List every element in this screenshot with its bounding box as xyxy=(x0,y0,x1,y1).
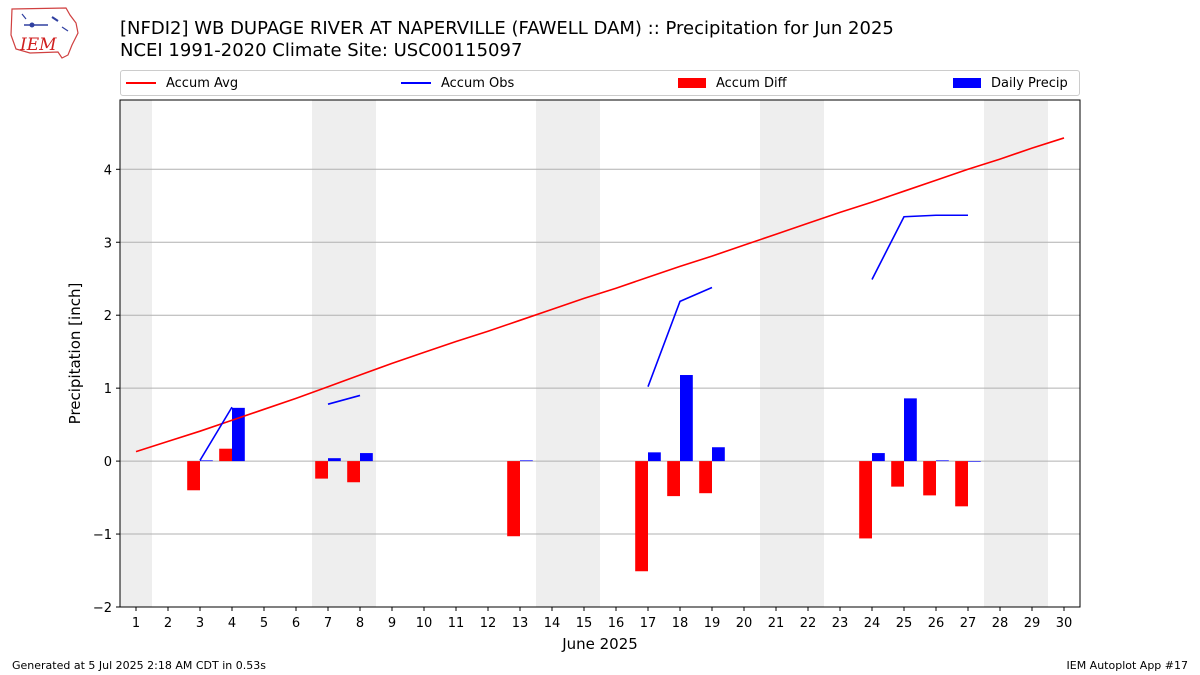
x-tick-label: 3 xyxy=(196,616,204,631)
x-tick-label: 11 xyxy=(448,616,465,631)
accum-obs-line xyxy=(199,406,233,461)
x-tick-label: 22 xyxy=(800,616,817,631)
footer-generated-text: Generated at 5 Jul 2025 2:18 AM CDT in 0… xyxy=(12,659,266,672)
accum-diff-bar xyxy=(219,448,232,462)
plot-frame xyxy=(119,99,1081,608)
legend-swatch-accum-diff xyxy=(678,78,706,88)
x-tick-label: 8 xyxy=(356,616,364,631)
daily-precip-bar xyxy=(968,461,981,462)
y-axis-label: Precipitation [inch] xyxy=(66,283,84,425)
accum-diff-bar xyxy=(507,461,520,537)
x-tick-label: 26 xyxy=(928,616,945,631)
daily-precip-bar xyxy=(936,460,949,462)
x-tick-label: 19 xyxy=(704,616,721,631)
x-tick-label: 1 xyxy=(132,616,140,631)
y-tick-label: 2 xyxy=(104,309,112,324)
weekend-shade-day-14 xyxy=(536,100,568,607)
x-tick-label: 14 xyxy=(544,616,561,631)
weekend-shade-day-29 xyxy=(1016,100,1048,607)
y-tick-label: 4 xyxy=(104,163,112,178)
daily-precip-bar xyxy=(328,458,341,462)
x-tick-label: 18 xyxy=(672,616,689,631)
x-tick-label: 17 xyxy=(640,616,657,631)
legend-item-accum-obs: Accum Obs xyxy=(401,71,514,95)
accum-diff-bar xyxy=(955,461,968,507)
y-tick-label: 0 xyxy=(104,455,112,470)
legend-label-accum-obs: Accum Obs xyxy=(441,75,515,91)
legend: Accum Avg Accum Obs Accum Diff Daily Pre… xyxy=(120,70,1080,96)
accum-avg-line xyxy=(135,137,1065,453)
daily-precip-bar xyxy=(712,447,725,462)
x-tick-label: 13 xyxy=(512,616,529,631)
legend-label-accum-avg: Accum Avg xyxy=(166,75,239,91)
accum-diff-bar xyxy=(635,461,648,572)
legend-item-daily-precip: Daily Precip xyxy=(953,71,1068,95)
x-tick-label: 4 xyxy=(228,616,236,631)
legend-label-daily-precip: Daily Precip xyxy=(991,75,1068,91)
x-axis-label: June 2025 xyxy=(561,635,638,653)
x-tick-label: 25 xyxy=(896,616,913,631)
x-tick-label: 30 xyxy=(1056,616,1073,631)
x-tick-label: 7 xyxy=(324,616,332,631)
accum-diff-bar xyxy=(347,461,360,483)
x-tick-label: 12 xyxy=(480,616,497,631)
x-tick-label: 15 xyxy=(576,616,593,631)
y-tick-label: −1 xyxy=(93,528,112,543)
title-line-1: [NFDI2] WB DUPAGE RIVER AT NAPERVILLE (F… xyxy=(120,18,894,39)
weekend-shade-day-15 xyxy=(568,100,600,607)
x-tick-label: 27 xyxy=(960,616,977,631)
x-tick-label: 29 xyxy=(1024,616,1041,631)
x-tick-label: 6 xyxy=(292,616,300,631)
weekend-shade-day-21 xyxy=(760,100,792,607)
accum-obs-line xyxy=(871,214,968,280)
accum-diff-bar xyxy=(859,461,872,539)
legend-swatch-accum-obs xyxy=(401,82,431,84)
legend-swatch-daily-precip xyxy=(953,78,981,88)
weekend-shade-day-1 xyxy=(120,100,152,607)
x-tick-label: 9 xyxy=(388,616,396,631)
legend-swatch-accum-avg xyxy=(126,82,156,84)
accum-diff-bar xyxy=(923,461,936,496)
daily-precip-bar xyxy=(904,398,917,462)
accum-diff-bar xyxy=(187,461,200,491)
accum-diff-bar xyxy=(667,461,680,497)
y-tick-label: 1 xyxy=(104,382,112,397)
x-tick-label: 10 xyxy=(416,616,433,631)
iem-logo: IEM xyxy=(8,5,82,59)
daily-precip-bar xyxy=(360,453,373,462)
legend-item-accum-diff: Accum Diff xyxy=(678,71,787,95)
accum-obs-line xyxy=(647,286,713,387)
title-line-2: NCEI 1991-2020 Climate Site: USC00115097 xyxy=(120,40,523,61)
weekend-shade-day-8 xyxy=(344,100,376,607)
footer-app-label: IEM Autoplot App #17 xyxy=(1066,659,1189,672)
x-tick-label: 5 xyxy=(260,616,268,631)
svg-text:IEM: IEM xyxy=(19,35,57,55)
x-tick-label: 20 xyxy=(736,616,753,631)
daily-precip-bar xyxy=(680,375,693,462)
daily-precip-bar xyxy=(872,453,885,462)
y-tick-label: 3 xyxy=(104,236,112,251)
x-tick-label: 28 xyxy=(992,616,1009,631)
daily-precip-bar xyxy=(520,460,533,462)
weekend-shade-day-7 xyxy=(312,100,344,607)
x-tick-label: 23 xyxy=(832,616,849,631)
accum-diff-bar xyxy=(891,461,904,487)
daily-precip-bar xyxy=(200,460,213,462)
accum-diff-bar xyxy=(315,461,328,479)
daily-precip-bar xyxy=(648,452,661,462)
x-tick-label: 21 xyxy=(768,616,785,631)
daily-precip-bar xyxy=(232,407,245,462)
legend-label-accum-diff: Accum Diff xyxy=(716,75,787,91)
weekend-shade-day-22 xyxy=(792,100,824,607)
accum-diff-bar xyxy=(699,461,712,494)
accum-obs-line xyxy=(327,394,361,405)
chart-title: [NFDI2] WB DUPAGE RIVER AT NAPERVILLE (F… xyxy=(120,18,894,62)
y-tick-label: −2 xyxy=(93,601,112,616)
legend-item-accum-avg: Accum Avg xyxy=(126,71,238,95)
x-tick-label: 2 xyxy=(164,616,172,631)
weekend-shade-day-28 xyxy=(984,100,1016,607)
x-tick-label: 16 xyxy=(608,616,625,631)
x-tick-label: 24 xyxy=(864,616,881,631)
